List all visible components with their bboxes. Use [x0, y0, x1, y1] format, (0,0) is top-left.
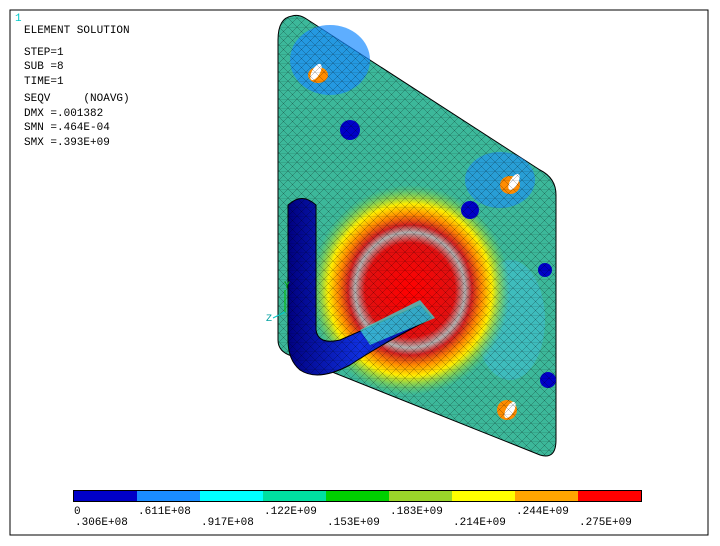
triad-label: Z: [266, 314, 272, 325]
legend-band: [137, 491, 200, 501]
legend-label: .244E+09: [516, 506, 569, 518]
model: [277, 14, 557, 457]
info-line: SMN =.464E-04: [24, 122, 110, 134]
legend-label: .153E+09: [327, 517, 380, 529]
legend-band: [200, 491, 263, 501]
info-block: ELEMENT SOLUTION STEP=1 SUB =8 TIME=1 SEQV (…: [24, 25, 130, 149]
info-line: DMX =.001382: [24, 108, 103, 120]
legend-band: [263, 491, 326, 501]
legend: 0.306E+08 .611E+08 .917E+08 .122E+09 .153E+0…: [73, 490, 642, 529]
legend-band: [578, 491, 641, 501]
triad-label: Y: [284, 281, 290, 292]
info-line: SEQV (NOAVG): [24, 93, 130, 105]
info-line: ELEMENT SOLUTION: [24, 25, 130, 37]
legend-label: .122E+09: [264, 506, 317, 518]
legend-band: [326, 491, 389, 501]
legend-label: .183E+09: [390, 506, 443, 518]
legend-band: [452, 491, 515, 501]
info-line: SUB =8: [24, 61, 64, 73]
legend-band: [389, 491, 452, 501]
legend-label: .611E+08: [138, 506, 191, 518]
legend-label: .214E+09: [453, 517, 506, 529]
info-line: SMX =.393E+09: [24, 137, 110, 149]
triad: Y Z: [266, 281, 290, 325]
legend-label: .306E+08: [75, 517, 128, 529]
info-line: TIME=1: [24, 76, 64, 88]
window-number: 1: [15, 13, 22, 25]
triad-axis: [272, 311, 286, 319]
pipe-mesh: [288, 198, 432, 375]
legend-band: [74, 491, 137, 501]
legend-label: .275E+09: [579, 517, 632, 529]
legend-label: .917E+08: [201, 517, 254, 529]
legend-label: 0: [74, 506, 81, 518]
info-line: STEP=1: [24, 47, 64, 59]
legend-band: [515, 491, 578, 501]
